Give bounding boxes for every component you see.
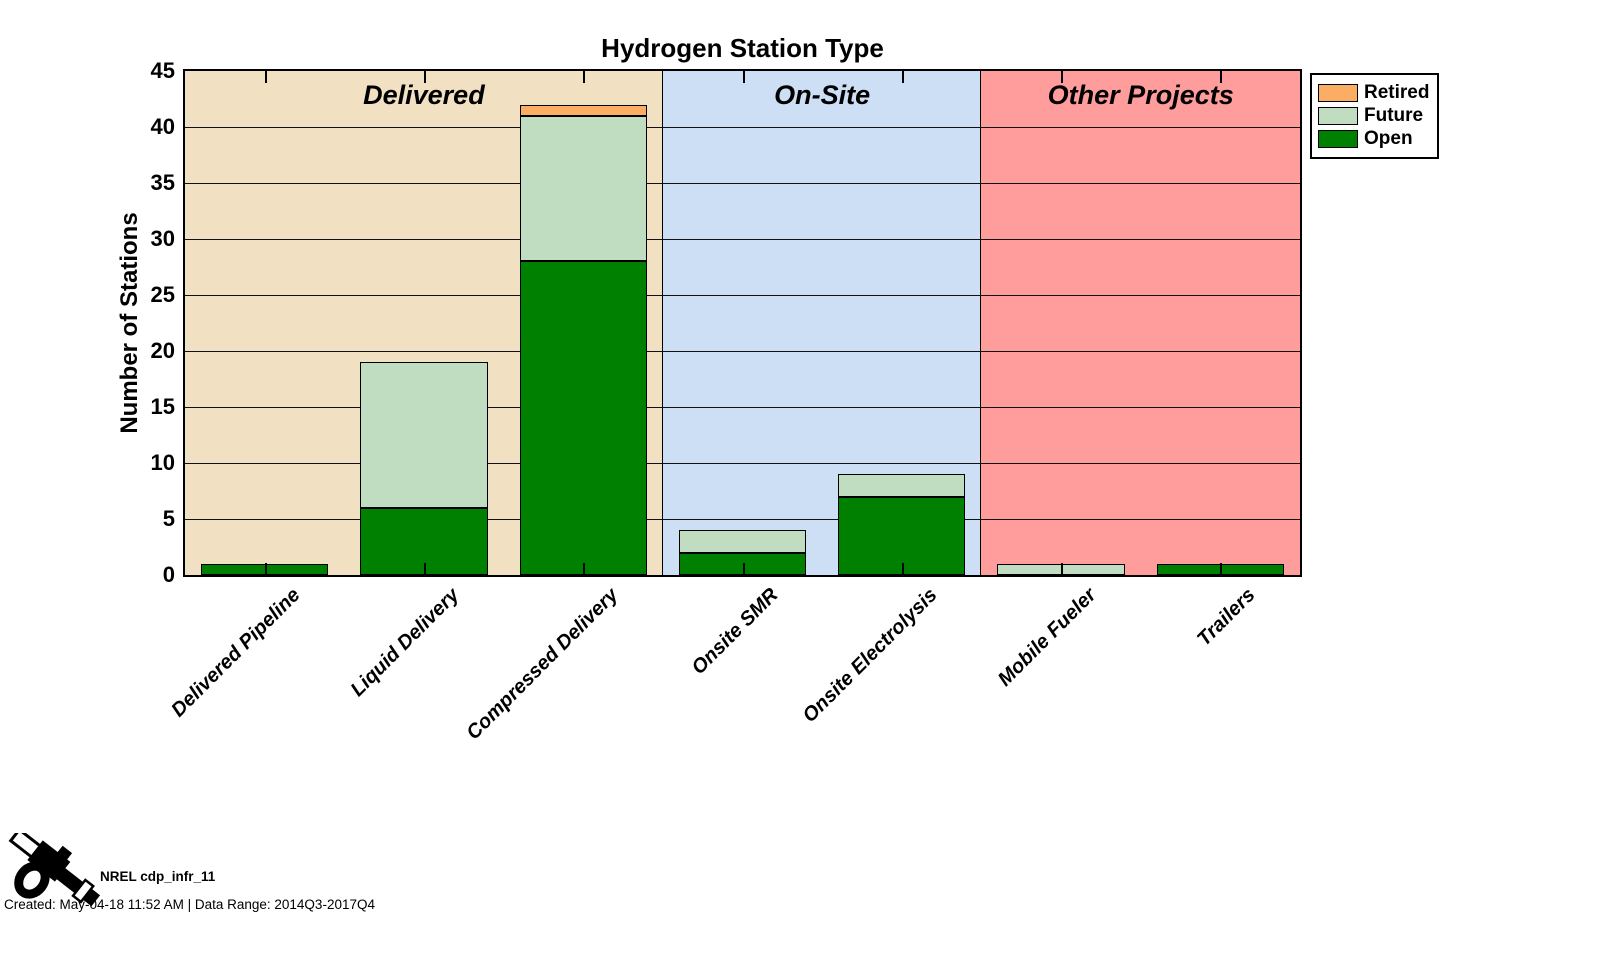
category-label-compressed-delivery: Compressed Delivery <box>462 584 623 745</box>
legend-item-retired: Retired <box>1318 83 1429 103</box>
x-tick-top <box>423 71 426 83</box>
legend-label-retired: Retired <box>1364 82 1430 103</box>
x-tick-bottom <box>742 563 745 575</box>
bar-segment-open-compressed-delivery <box>519 261 647 575</box>
bar-segment-open-delivered-pipeline <box>200 563 329 575</box>
y-tick-label-5: 5 <box>162 506 175 531</box>
footer-plot-id: NREL cdp_infr_11 <box>100 869 216 884</box>
y-tick-label-30: 30 <box>150 226 175 251</box>
x-tick-top <box>1061 71 1064 83</box>
x-tick-bottom <box>1061 563 1064 575</box>
x-tick-bottom <box>901 563 904 575</box>
gridline-20 <box>185 351 1300 352</box>
y-tick-label-25: 25 <box>150 282 175 307</box>
plot-area: Delivered On-Site Other Projects <box>185 71 1300 575</box>
bar-segment-open-onsite-electrolysis <box>838 496 966 575</box>
gridline-10 <box>185 463 1300 464</box>
category-label-onsite-electrolysis: Onsite Electrolysis <box>798 584 942 727</box>
bar-segment-open-onsite-smr <box>678 552 807 575</box>
category-label-liquid-delivery: Liquid Delivery <box>346 584 464 701</box>
x-tick-bottom <box>264 563 267 575</box>
legend-label-future: Future <box>1364 105 1424 126</box>
region-label-on-site: On-Site <box>774 80 871 110</box>
legend-swatch-future <box>1318 107 1358 125</box>
legend-item-open: Open <box>1318 129 1429 149</box>
gridline-15 <box>185 407 1300 408</box>
y-tick-label-40: 40 <box>150 114 175 139</box>
legend-swatch-retired <box>1318 84 1358 102</box>
category-label-delivered-pipeline: Delivered Pipeline <box>166 584 305 722</box>
footer-created-text: Created: May-04-18 11:52 AM | Data Range… <box>4 897 375 912</box>
gridline-35 <box>185 183 1300 184</box>
gridline-25 <box>185 295 1300 296</box>
y-tick-label-0: 0 <box>162 562 175 587</box>
category-label-trailers: Trailers <box>1193 584 1260 651</box>
y-tick-label-45: 45 <box>150 58 175 83</box>
bar-segment-future-mobile-fueler <box>997 563 1125 575</box>
gridline-30 <box>185 239 1300 240</box>
x-tick-bottom <box>1220 563 1223 575</box>
region-label-delivered: Delivered <box>363 80 485 110</box>
category-label-mobile-fueler: Mobile Fueler <box>993 584 1101 691</box>
x-tick-top <box>901 71 904 83</box>
chart-title: Hydrogen Station Type <box>601 33 884 63</box>
y-tick-label-35: 35 <box>150 170 175 195</box>
legend-label-open: Open <box>1364 128 1413 149</box>
x-tick-bottom <box>583 563 586 575</box>
x-tick-top <box>1220 71 1223 83</box>
gridline-40 <box>185 127 1300 128</box>
bar-segment-retired-compressed-delivery <box>519 104 647 116</box>
legend-swatch-open <box>1318 130 1358 148</box>
bar-segment-future-onsite-smr <box>678 530 807 553</box>
bar-segment-future-compressed-delivery <box>519 115 647 262</box>
legend-item-future: Future <box>1318 106 1429 126</box>
category-label-onsite-smr: Onsite SMR <box>687 584 783 679</box>
bar-segment-open-liquid-delivery <box>360 507 488 575</box>
legend: Retired Future Open <box>1310 73 1440 159</box>
region-label-other-projects: Other Projects <box>1047 80 1234 110</box>
y-tick-label-10: 10 <box>150 450 175 475</box>
bar-segment-future-liquid-delivery <box>360 362 488 508</box>
bar-segment-future-onsite-electrolysis <box>838 474 966 497</box>
x-tick-top <box>264 71 267 83</box>
x-tick-top <box>742 71 745 83</box>
gridline-5 <box>185 519 1300 520</box>
region-band-other-projects <box>981 71 1300 575</box>
y-tick-label-15: 15 <box>150 394 175 419</box>
fuel-nozzle-icon <box>8 833 100 907</box>
x-tick-top <box>583 71 586 83</box>
x-tick-bottom <box>423 563 426 575</box>
y-tick-label-20: 20 <box>150 338 175 363</box>
